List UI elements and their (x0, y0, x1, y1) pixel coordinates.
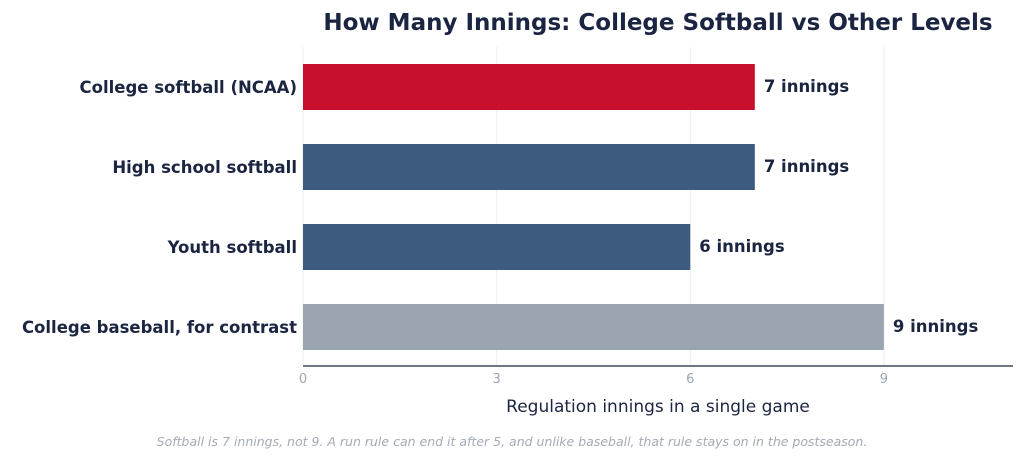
x-tick-label-1: 3 (492, 372, 500, 387)
bar-0 (303, 64, 755, 110)
bar-1 (303, 144, 755, 190)
data-label-0: 7 innings (764, 77, 850, 96)
data-label-1: 7 innings (764, 157, 850, 176)
category-label-3: College baseball, for contrast (22, 318, 297, 337)
category-label-0: College softball (NCAA) (80, 78, 297, 97)
footnote: Softball is 7 innings, not 9. A run rule… (157, 434, 868, 449)
x-tick-label-2: 6 (686, 372, 694, 387)
category-labels: College softball (NCAA) High school softb… (22, 78, 297, 337)
value-labels: 7 innings 7 innings 6 innings 9 innings (699, 77, 978, 336)
data-label-3: 9 innings (893, 317, 979, 336)
bars (303, 64, 884, 350)
x-tick-labels: 0 3 6 9 (299, 372, 888, 387)
category-label-1: High school softball (112, 158, 297, 177)
bar-2 (303, 224, 691, 270)
category-label-2: Youth softball (167, 238, 297, 257)
x-axis-label: Regulation innings in a single game (506, 397, 810, 417)
data-label-2: 6 innings (699, 237, 785, 256)
x-tick-label-0: 0 (299, 372, 307, 387)
bar-3 (303, 304, 884, 350)
chart-title: How Many Innings: College Softball vs Ot… (323, 10, 992, 36)
x-tick-label-3: 9 (880, 372, 888, 387)
